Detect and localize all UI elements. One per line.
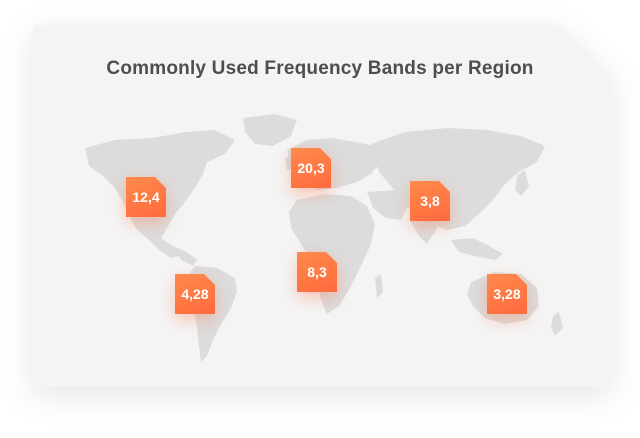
badge-africa: 8,3 xyxy=(297,252,337,292)
badge-europe: 20,3 xyxy=(291,148,331,188)
landmass-southeast-asia xyxy=(451,238,503,260)
world-map-svg xyxy=(85,114,563,362)
badge-south-america: 4,28 xyxy=(175,274,215,314)
landmass-greenland xyxy=(243,114,297,146)
landmass-new-zealand xyxy=(551,312,563,336)
landmass-central-america xyxy=(173,246,197,266)
badge-north-america: 12,4 xyxy=(126,177,166,217)
map-title: Commonly Used Frequency Bands per Region xyxy=(106,58,534,79)
landmass-japan xyxy=(515,170,529,196)
landmass-middle-east xyxy=(367,190,409,220)
landmass-africa xyxy=(289,194,375,314)
world-map xyxy=(75,110,575,370)
landmass-madagascar xyxy=(375,274,383,298)
badge-australia: 3,28 xyxy=(487,274,527,314)
badge-asia: 3,8 xyxy=(410,181,450,221)
